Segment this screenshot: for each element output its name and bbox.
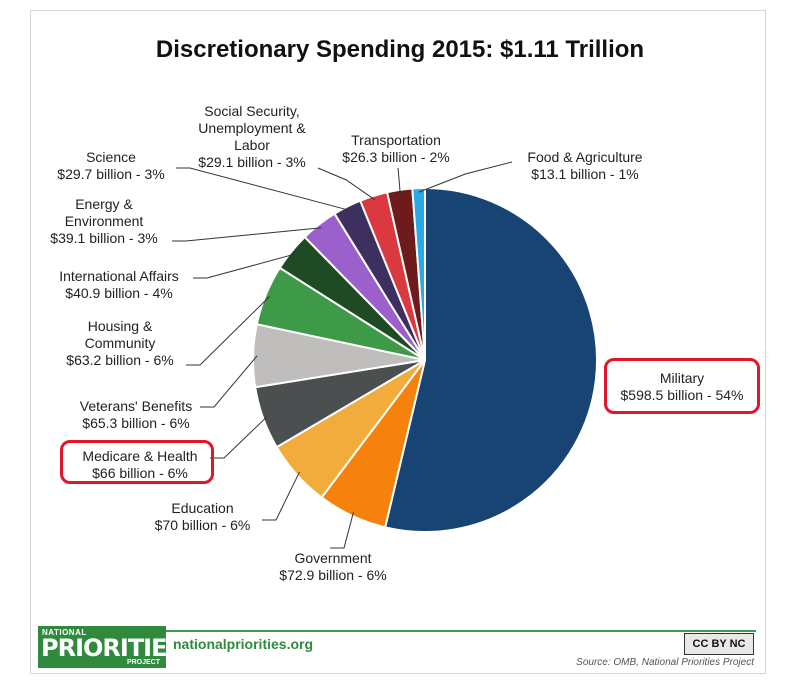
label-housing-value: $63.2 billion - 6% (66, 352, 174, 368)
label-veterans-name: Veterans' Benefits (79, 398, 193, 414)
logo-top-text: NATIONAL (42, 628, 87, 637)
leader-line-transportation (397, 167, 401, 194)
label-social-value: $29.1 billion - 3% (198, 154, 306, 170)
label-veterans-value: $65.3 billion - 6% (82, 415, 190, 431)
label-education-value: $70 billion - 6% (154, 517, 251, 533)
site-link[interactable]: nationalpriorities.org (173, 636, 314, 652)
pie-slice-food-agriculture (411, 186, 426, 361)
label-military-name: Military (659, 370, 705, 386)
label-housing-name-2: Community (84, 335, 156, 351)
label-education-name: Education (171, 500, 234, 516)
label-military: Military $598.5 billion - 54% (612, 370, 752, 404)
leader-line-housing-community (186, 296, 270, 366)
leader-line-veterans-benefits (200, 355, 258, 408)
label-transport-value: $26.3 billion - 2% (342, 149, 450, 165)
pie-slice-military (383, 186, 599, 533)
label-veterans: Veterans' Benefits $65.3 billion - 6% (66, 398, 206, 432)
highlight-military (604, 358, 760, 414)
label-housing-name-1: Housing & (87, 318, 153, 334)
leader-line-food-agriculture (418, 161, 513, 193)
label-medicare-name: Medicare & Health (82, 448, 198, 464)
leader-line-education (262, 471, 301, 521)
label-housing: Housing & Community $63.2 billion - 6% (52, 318, 188, 369)
label-military-value: $598.5 billion - 54% (620, 387, 744, 403)
label-education: Education $70 billion - 6% (130, 500, 275, 534)
chart-title: Discretionary Spending 2015: $1.11 Trill… (155, 36, 645, 63)
label-medicare-value: $66 billion - 6% (92, 465, 188, 481)
logo-main-text: PRIORITIES (41, 634, 166, 662)
leader-line-medicare-health (210, 416, 268, 459)
label-social-name-1: Social Security, (204, 103, 300, 119)
label-energy-name-2: Environment (64, 213, 144, 229)
source-note: Source: OMB, National Priorities Project (576, 657, 754, 668)
leader-line-social-security-unemployment-labor (317, 167, 375, 201)
label-science-name: Science (86, 149, 136, 165)
label-science: Science $29.7 billion - 3% (46, 149, 176, 183)
label-science-value: $29.7 billion - 3% (57, 166, 165, 182)
creative-commons-badge: CC BY NC (684, 633, 754, 655)
label-social: Social Security, Unemployment & Labor $2… (184, 103, 320, 171)
label-social-name-2: Unemployment & (198, 120, 306, 136)
logo-bottom-text: PROJECT (126, 659, 160, 666)
leader-line-science (176, 167, 350, 211)
label-intl-value: $40.9 billion - 4% (65, 285, 173, 301)
label-social-name-3: Labor (234, 137, 270, 153)
leader-line-energy-environment (172, 227, 322, 242)
label-food-name: Food & Agriculture (527, 149, 643, 165)
label-energy-name-1: Energy & (75, 196, 133, 212)
label-food: Food & Agriculture $13.1 billion - 1% (510, 149, 660, 183)
label-transport-name: Transportation (351, 132, 441, 148)
label-energy: Energy & Environment $39.1 billion - 3% (36, 196, 172, 247)
label-government-name: Government (294, 550, 372, 566)
label-transport: Transportation $26.3 billion - 2% (328, 132, 464, 166)
label-energy-value: $39.1 billion - 3% (50, 230, 158, 246)
label-government-value: $72.9 billion - 6% (279, 567, 387, 583)
leader-line-international-affairs (193, 253, 295, 279)
label-intl-name: International Affairs (59, 268, 179, 284)
label-government: Government $72.9 billion - 6% (258, 550, 408, 584)
npp-logo: NATIONAL PRIORITIES PROJECT (38, 626, 166, 668)
leader-line-government (330, 511, 354, 549)
footer-divider (38, 630, 756, 632)
highlight-medicare (60, 440, 214, 484)
label-intl: International Affairs $40.9 billion - 4% (46, 268, 192, 302)
label-food-value: $13.1 billion - 1% (531, 166, 639, 182)
label-medicare: Medicare & Health $66 billion - 6% (70, 448, 210, 482)
